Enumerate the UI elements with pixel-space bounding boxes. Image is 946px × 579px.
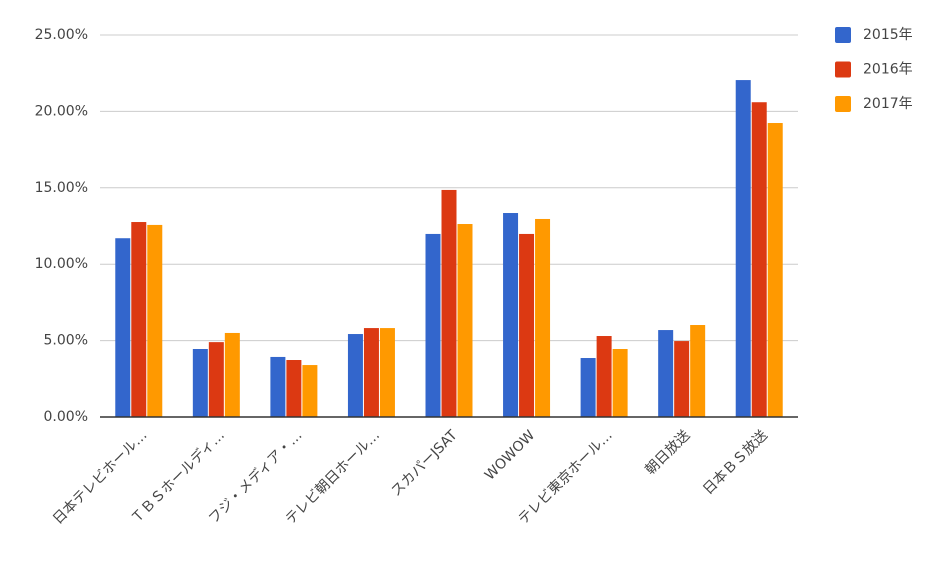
bar [347, 334, 363, 417]
legend-label: 2016年 [863, 62, 913, 78]
bar [580, 358, 596, 417]
bar [690, 325, 706, 417]
bar [441, 189, 457, 417]
bar [767, 123, 783, 417]
x-tick-label: スカパーJSAT [388, 427, 461, 500]
y-tick-label: 20.00% [35, 103, 88, 119]
legend-swatch [835, 61, 851, 78]
legend-swatch [835, 96, 851, 112]
legend-label: 2015年 [863, 27, 913, 43]
bar [751, 102, 767, 418]
bar [363, 328, 379, 417]
bar [192, 349, 208, 417]
bar [612, 349, 628, 417]
y-tick-label: 15.00% [35, 180, 88, 196]
bar [115, 238, 131, 417]
legend-label: 2017年 [863, 96, 913, 112]
bar [519, 233, 535, 417]
x-tick-label: 朝日放送 [642, 427, 693, 478]
bar [147, 224, 163, 417]
x-tick-label: WOWOW [482, 427, 538, 483]
bar [302, 365, 318, 417]
bar [425, 233, 441, 417]
y-tick-label: 25.00% [35, 27, 88, 43]
y-tick-label: 5.00% [44, 333, 88, 349]
y-tick-label: 10.00% [35, 256, 88, 272]
legend-swatch [835, 27, 851, 43]
bar [208, 342, 224, 417]
y-tick-label: 0.00% [44, 409, 88, 425]
bar [270, 356, 286, 417]
bar [674, 341, 690, 417]
bar [503, 213, 519, 417]
bar [224, 332, 240, 417]
bar [131, 222, 147, 417]
bar [286, 360, 302, 417]
bar [379, 328, 395, 417]
x-tick-label: 日本ＢＳ放送 [700, 427, 771, 498]
bar [457, 224, 473, 417]
bar [735, 80, 751, 418]
bar [596, 336, 612, 417]
bar [535, 218, 551, 417]
bar [658, 330, 674, 417]
